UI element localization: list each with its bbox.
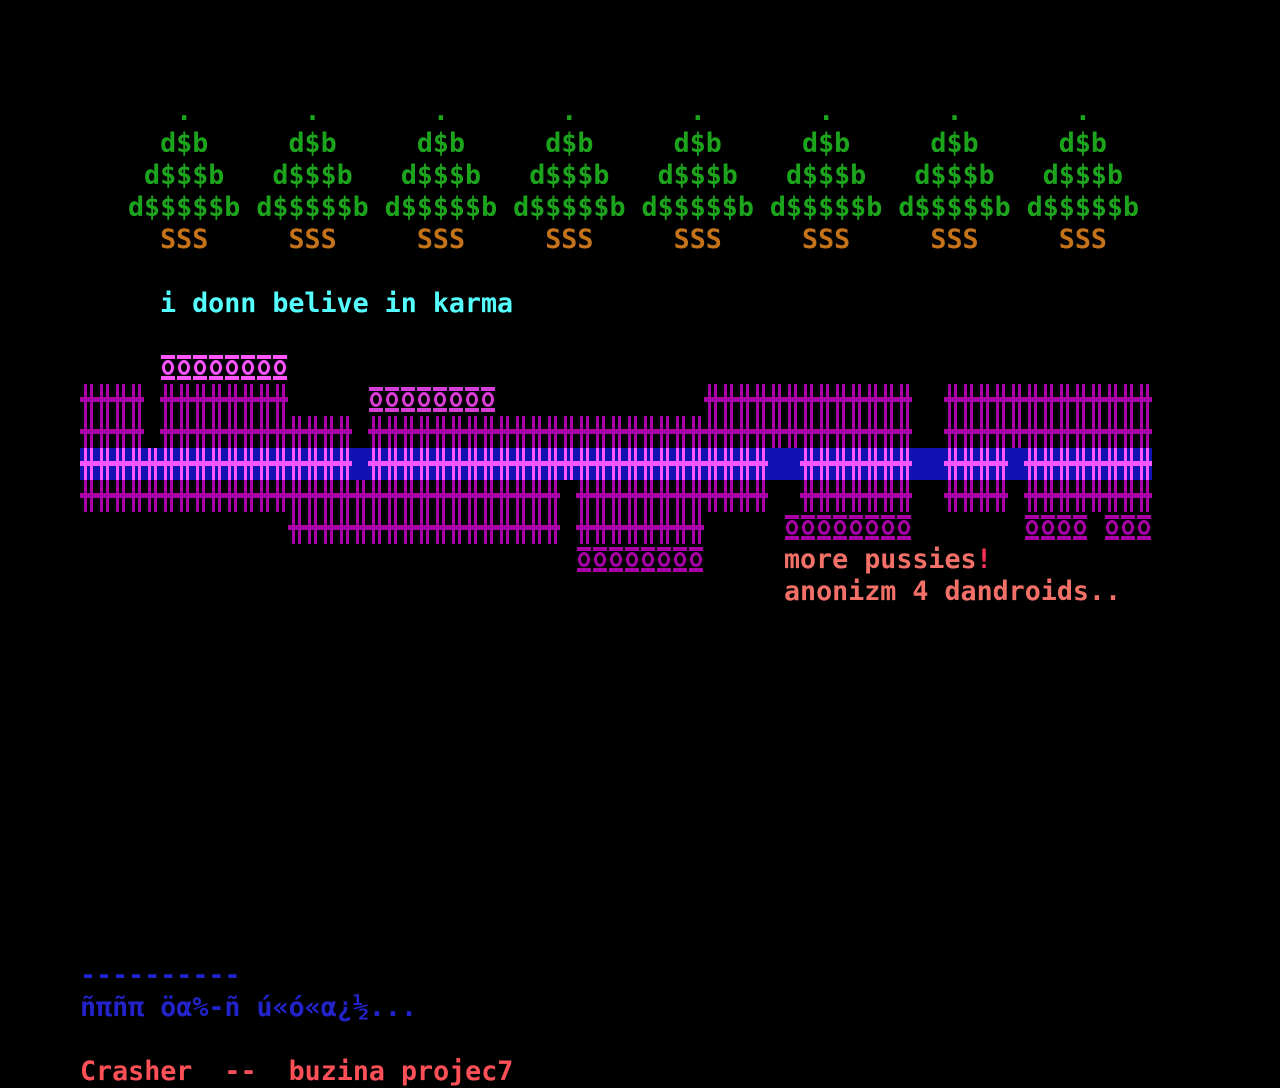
spool-glyph: [384, 384, 400, 416]
tree-row: d$b d$b d$b d$b d$b d$b d$b d$b: [128, 128, 1156, 159]
spool-glyph: [1056, 512, 1072, 544]
fence-segment: [80, 448, 352, 480]
fence-segment: [576, 512, 704, 544]
fence-segment: [368, 416, 912, 448]
spool-glyph: [224, 352, 240, 384]
fence-segment: [944, 416, 1152, 448]
anonizm-text: anonizm 4 dandroids..: [784, 576, 1122, 607]
spool-glyph: [368, 384, 384, 416]
spool-glyph: [416, 384, 432, 416]
spool-glyph: [816, 512, 832, 544]
spool-glyph: [480, 384, 496, 416]
spool-glyph: [688, 544, 704, 576]
tree-row: SSS SSS SSS SSS SSS SSS SSS SSS: [128, 224, 1156, 255]
fence-segment: [160, 416, 352, 448]
spool-glyph: [608, 544, 624, 576]
fence-segment: [576, 480, 768, 512]
spool-glyph: [576, 544, 592, 576]
spool-glyph: [1104, 512, 1120, 544]
more-pussies-text: more pussies: [784, 544, 977, 575]
spool-glyph-run: [784, 512, 912, 544]
spool-glyph-run: [1024, 512, 1088, 544]
spool-glyph: [896, 512, 912, 544]
spool-glyph: [800, 512, 816, 544]
spool-glyph: [272, 352, 288, 384]
fence-segment: [288, 512, 560, 544]
spool-glyph: [208, 352, 224, 384]
spool-glyph: [1072, 512, 1088, 544]
spool-glyph-run: [368, 384, 496, 416]
spool-glyph-run: [160, 352, 288, 384]
fence-segment: [80, 416, 144, 448]
spool-glyph: [672, 544, 688, 576]
spool-glyph: [656, 544, 672, 576]
spool-glyph: [448, 384, 464, 416]
cp437-gibberish-line: ñπñπ öα%-ñ ú«ó«α¿½...: [80, 992, 418, 1023]
fence-segment: [800, 448, 912, 480]
karma-message: i donn belive in karma: [160, 288, 514, 319]
fence-segment: [704, 384, 912, 416]
credit-line: Crasher -- buzina projec7: [80, 1056, 514, 1087]
spool-glyph: [880, 512, 896, 544]
spool-glyph: [592, 544, 608, 576]
fence-segment: [160, 384, 288, 416]
spool-glyph: [1136, 512, 1152, 544]
spool-glyph: [400, 384, 416, 416]
fence-segment: [944, 448, 1008, 480]
spool-glyph: [1040, 512, 1056, 544]
fence-segment: [1024, 448, 1152, 480]
fence-segment: [1024, 480, 1152, 512]
spool-glyph: [1024, 512, 1040, 544]
fence-segment: [368, 448, 768, 480]
fence-segment: [944, 480, 1008, 512]
fence-segment: [800, 480, 912, 512]
spool-glyph: [784, 512, 800, 544]
spool-glyph: [464, 384, 480, 416]
dashed-line: ----------: [80, 960, 241, 991]
spool-glyph: [432, 384, 448, 416]
fence-segment: [80, 384, 144, 416]
spool-glyph: [240, 352, 256, 384]
spool-glyph: [160, 352, 176, 384]
spool-glyph: [848, 512, 864, 544]
tree-row: d$$$$$b d$$$$$b d$$$$$b d$$$$$b d$$$$$b …: [128, 192, 1156, 223]
fence-segment: [80, 480, 560, 512]
spool-glyph: [640, 544, 656, 576]
spool-glyph: [176, 352, 192, 384]
spool-glyph-run: [1104, 512, 1152, 544]
spool-glyph: [624, 544, 640, 576]
spool-glyph: [256, 352, 272, 384]
tree-row: d$$$b d$$$b d$$$b d$$$b d$$$b d$$$b d$$$…: [128, 160, 1156, 191]
spool-glyph: [192, 352, 208, 384]
spool-glyph-run: [576, 544, 704, 576]
tree-row: . . . . . . . .: [128, 96, 1156, 127]
spool-glyph: [1120, 512, 1136, 544]
spool-glyph: [832, 512, 848, 544]
spool-glyph: [864, 512, 880, 544]
exclamation-mark: !: [976, 544, 993, 575]
fence-segment: [944, 384, 1152, 416]
